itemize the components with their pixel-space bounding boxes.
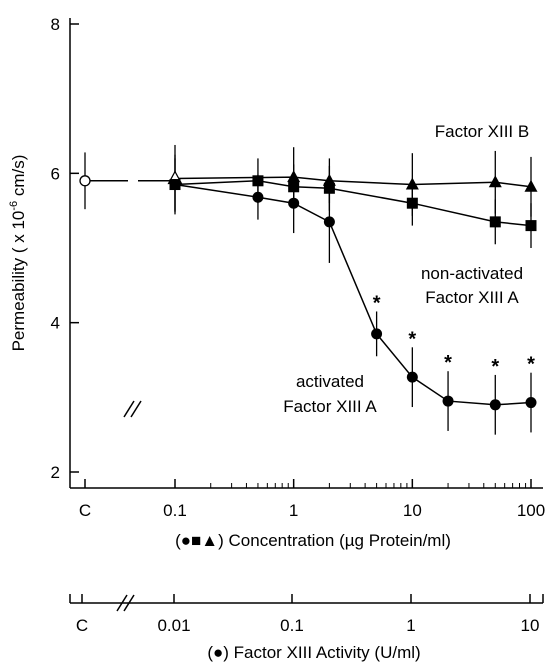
significance-star: * xyxy=(373,292,381,314)
label-activated-line2: Factor XIII A xyxy=(283,397,377,416)
significance-star: * xyxy=(491,356,499,378)
significance-star: * xyxy=(444,352,452,374)
significance-star: * xyxy=(408,328,416,350)
data-point-square xyxy=(288,181,300,193)
secondary-axis-label-marker: ● xyxy=(213,643,223,662)
data-point-circle xyxy=(525,397,537,409)
y-ticks: 2 4 6 8 xyxy=(51,15,79,482)
data-point-square xyxy=(252,175,264,187)
label-factor-xiii-b: Factor XIII B xyxy=(435,122,529,141)
data-point-circle xyxy=(442,395,454,407)
significance-markers: * * * * * xyxy=(373,292,535,377)
secondary-tick-label: 0.1 xyxy=(280,616,304,635)
secondary-tick-label: 1 xyxy=(406,616,415,635)
data-point-triangle xyxy=(405,177,419,190)
secondary-tick-label: 10 xyxy=(521,616,540,635)
data-point-triangle xyxy=(488,175,502,188)
series-line-square xyxy=(174,180,532,227)
y-tick-label: 6 xyxy=(51,164,60,183)
x-tick-label: 100 xyxy=(517,501,545,520)
x-ticks: C 0.1 1 10 100 xyxy=(79,479,545,520)
label-activated-line1: activated xyxy=(296,372,364,391)
x-tick-label: 1 xyxy=(289,501,298,520)
label-non-activated-line2: Factor XIII A xyxy=(425,288,519,307)
secondary-axis-label: (●) Factor XIII Activity (U/ml) xyxy=(207,643,420,662)
data-point-square xyxy=(489,216,501,228)
label-non-activated-line1: non-activated xyxy=(421,264,523,283)
secondary-axis-break xyxy=(116,594,135,612)
data-point-circle xyxy=(406,371,418,383)
x-tick-label: 10 xyxy=(403,501,422,520)
y-axis-label-main: Permeability ( x 10 xyxy=(9,211,28,352)
secondary-tick-label: 0.01 xyxy=(157,616,190,635)
x-axis-label: (●■▲) Concentration (µg Protein/ml) xyxy=(175,531,451,550)
series-line-triangle xyxy=(174,176,532,188)
x-axis-break xyxy=(123,400,142,418)
x-tick-label: 0.1 xyxy=(163,501,187,520)
data-point-circle xyxy=(288,197,300,209)
data-point-triangle xyxy=(524,179,538,192)
data-point-square xyxy=(525,220,537,232)
data-point-square xyxy=(406,197,418,209)
x-axis-label-text: ) Concentration (µg Protein/ml) xyxy=(218,531,451,550)
secondary-tick-label: C xyxy=(76,616,88,635)
secondary-axis-label-text: ) Factor XIII Activity (U/ml) xyxy=(223,643,420,662)
control-point xyxy=(79,175,91,187)
x-axis-label-prefix: ( xyxy=(175,531,181,550)
data-point-circle xyxy=(169,179,181,191)
y-tick-label: 8 xyxy=(51,15,60,34)
x-axis-label-markers: ●■▲ xyxy=(181,531,218,550)
y-tick-label: 2 xyxy=(51,463,60,482)
data-point-circle xyxy=(489,399,501,411)
y-axis-label: Permeability ( x 10-6 cm/s) xyxy=(8,155,28,352)
significance-star: * xyxy=(527,354,535,376)
data-point-square xyxy=(323,182,335,194)
series-layer xyxy=(79,144,538,435)
secondary-axis-label-prefix: ( xyxy=(207,643,213,662)
y-axis-label-exponent: -6 xyxy=(8,201,20,211)
data-point-circle xyxy=(371,328,383,340)
y-tick-label: 4 xyxy=(51,314,60,333)
x-tick-label: C xyxy=(79,501,91,520)
y-axis-label-unit: cm/s) xyxy=(9,155,28,201)
secondary-axis-ticks: C 0.01 0.1 1 10 xyxy=(69,594,544,635)
data-point-circle xyxy=(252,191,264,203)
data-point-triangle xyxy=(287,170,301,183)
data-point-circle xyxy=(323,216,335,228)
